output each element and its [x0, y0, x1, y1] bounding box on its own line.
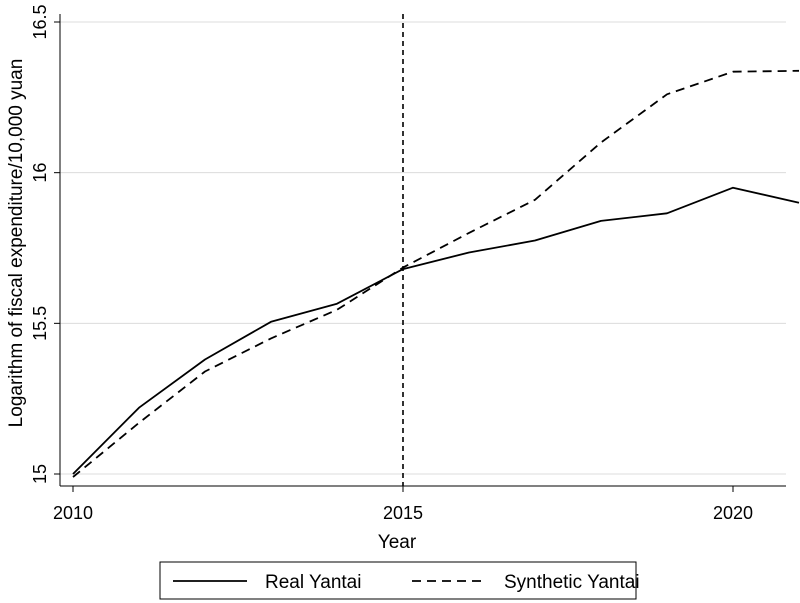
y-tick-label: 16.5	[30, 4, 50, 39]
legend: Real Yantai Synthetic Yantai	[159, 561, 640, 600]
y-axis-title: Logarithm of fiscal expenditure/10,000 y…	[6, 59, 27, 428]
axes: 15 15.5 16 16.5 2010 2015 2020	[30, 4, 786, 523]
legend-label: Real Yantai	[265, 572, 361, 593]
x-axis-title: Year	[378, 532, 417, 553]
x-tick-label: 2010	[53, 503, 93, 523]
y-tick-label: 16	[30, 163, 50, 183]
legend-label: Synthetic Yantai	[504, 572, 640, 593]
y-tick-label: 15.5	[30, 306, 50, 341]
series-line-synthetic-yantai	[72, 69, 800, 478]
gridlines	[60, 21, 786, 475]
x-tick-label: 2015	[383, 503, 423, 523]
series-lines	[72, 69, 800, 478]
y-tick-label: 15	[30, 464, 50, 484]
x-tick-label: 2020	[713, 503, 753, 523]
series-line-real-yantai	[72, 186, 800, 475]
